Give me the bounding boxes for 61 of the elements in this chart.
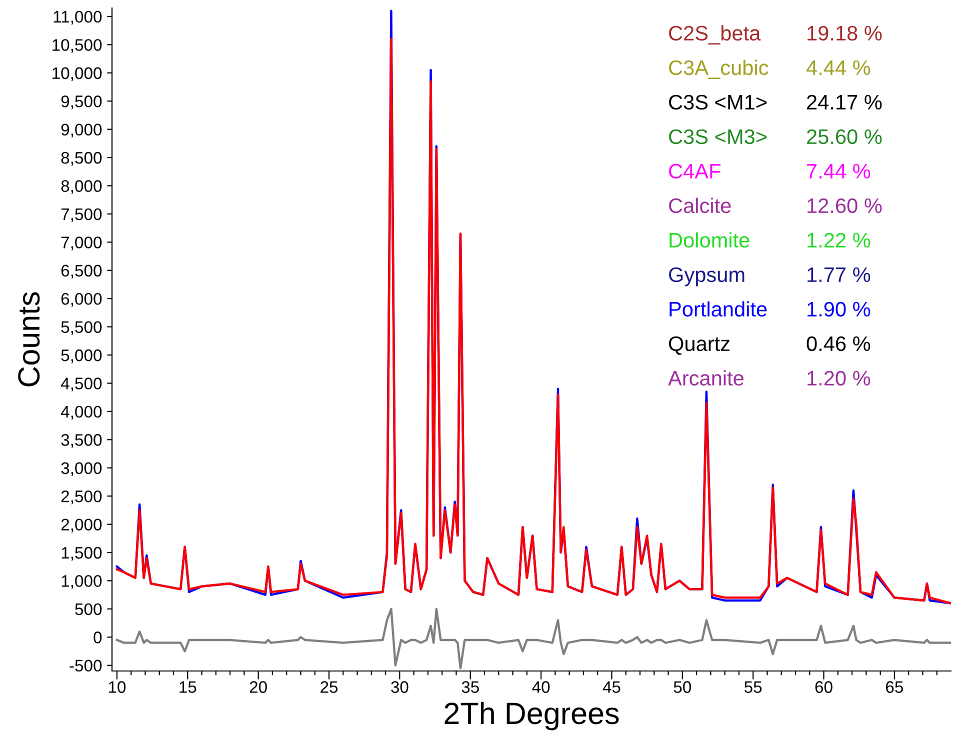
annotation: C3S <M3> xyxy=(669,129,767,144)
y-tick-label: 5,000 xyxy=(61,349,102,364)
annotation: 7.44 % xyxy=(807,164,870,179)
x-tick-label: 60 xyxy=(815,681,832,693)
y-tick-label: 8,500 xyxy=(61,152,102,166)
y-tick-label: -500 xyxy=(70,660,102,672)
annotation: 1.77 % xyxy=(808,267,870,282)
x-tick-label: 10 xyxy=(108,681,126,693)
annotation: 25.60 % xyxy=(807,129,882,144)
x-tick-label: 30 xyxy=(391,681,408,693)
y-tick-label: 8,000 xyxy=(61,180,102,194)
y-tick-label: 4,500 xyxy=(60,378,102,392)
x-tick-label: 35 xyxy=(462,681,479,693)
annotation: Arcanite xyxy=(668,370,744,386)
annotation: Calcite xyxy=(669,198,731,214)
y-tick-label: 9,000 xyxy=(61,124,102,138)
x-tick-label: 65 xyxy=(886,681,904,693)
y-axis-title: Counts xyxy=(18,292,40,386)
y-tick-label: 6,000 xyxy=(61,292,102,307)
y-tick-label: 3,500 xyxy=(61,434,102,448)
x-tick-label: 20 xyxy=(250,681,267,693)
x-tick-label: 15 xyxy=(180,681,196,693)
y-tick-label: 7,500 xyxy=(61,208,102,222)
y-tick-label: 2,000 xyxy=(61,518,102,532)
annotation: Dolomite xyxy=(670,232,750,248)
x-tick-label: 40 xyxy=(532,681,550,693)
annotation: Quartz xyxy=(668,336,730,355)
y-tick-label: 1,000 xyxy=(62,575,102,589)
annotation: 1.20 % xyxy=(808,370,870,386)
annotation: C4AF xyxy=(669,164,720,179)
line-series xyxy=(116,608,951,670)
annotation: Gypsum xyxy=(669,267,744,286)
y-tick-label: 0 xyxy=(94,632,102,644)
y-tick-label: 5,500 xyxy=(61,321,102,335)
annotation: 1.90 % xyxy=(808,302,870,317)
x-tick-label: 45 xyxy=(602,681,620,693)
annotation: 0.46 % xyxy=(806,336,870,352)
annotation: 19.18 % xyxy=(808,26,882,41)
annotation: 1.22 % xyxy=(808,232,870,248)
annotation: 24.17 % xyxy=(807,94,882,110)
x-axis-title: 2Th Degrees xyxy=(444,702,619,730)
x-tick-label: 55 xyxy=(744,681,762,693)
annotation: 4.44 % xyxy=(806,60,870,76)
y-tick-label: 9,500 xyxy=(61,96,102,110)
y-tick-label: 6,500 xyxy=(61,264,102,279)
y-tick-label: 1,500 xyxy=(62,546,102,561)
y-tick-label: 500 xyxy=(75,603,102,616)
annotation: 12.60 % xyxy=(808,198,882,214)
annotation: Portlandite xyxy=(670,301,767,317)
y-tick-label: 4,000 xyxy=(60,406,102,420)
x-tick-label: 25 xyxy=(320,681,338,693)
annotation: C3S <M1> xyxy=(669,94,767,110)
y-tick-label: 3,000 xyxy=(61,462,102,476)
x-tick-label: 50 xyxy=(674,681,692,693)
y-tick-label: 7,000 xyxy=(61,236,102,250)
annotation: C3A_cubic xyxy=(669,60,768,80)
y-tick-label: 10,500 xyxy=(52,39,102,53)
annotation: C2S_beta xyxy=(669,25,761,45)
y-tick-label: 2,500 xyxy=(61,490,102,504)
y-tick-label: 11,000 xyxy=(54,10,102,25)
y-tick-label: 10,000 xyxy=(52,67,102,82)
